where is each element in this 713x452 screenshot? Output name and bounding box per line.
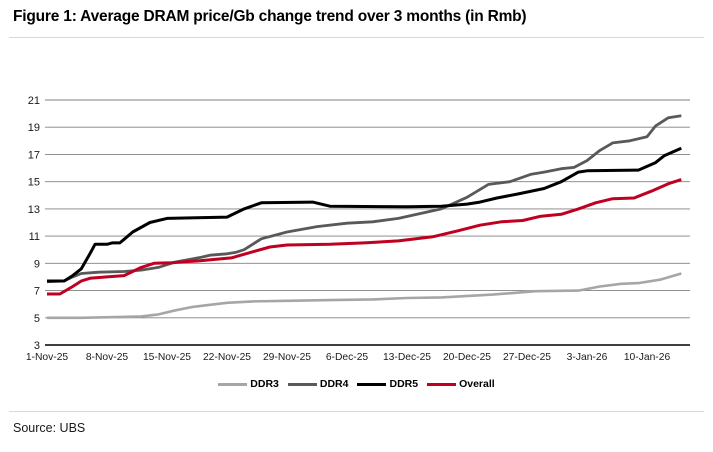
legend-item-ddr4: DDR4	[287, 378, 349, 390]
x-tick-label: 20-Dec-25	[443, 352, 491, 363]
series-line-ddr5	[47, 146, 682, 283]
series-line-ddr3	[47, 272, 682, 320]
source-divider	[9, 411, 704, 412]
legend-swatch-overall	[427, 382, 457, 386]
chart-canvas: 3 5 7 9 11 13 15 17 19 21 1-Nov-25 8-Nov-25 15-Nov-2…	[26, 95, 690, 363]
x-tick-label: 8-Nov-25	[86, 352, 129, 363]
source-text: Source: UBS	[13, 421, 86, 435]
y-tick-label: 15	[28, 177, 40, 189]
legend-item-ddr5: DDR5	[357, 378, 418, 390]
title-divider	[9, 37, 704, 38]
legend-label-ddr3: DDR3	[250, 378, 279, 390]
y-tick-label: 5	[34, 313, 40, 325]
y-tick-label: 21	[28, 95, 40, 107]
series-line-overall	[47, 178, 682, 296]
x-tick-label: 6-Dec-25	[326, 352, 369, 363]
y-tick-label: 9	[34, 258, 40, 270]
legend-label-overall: Overall	[459, 378, 495, 390]
x-tick-label: 27-Dec-25	[503, 352, 551, 363]
y-tick-label: 19	[28, 122, 40, 134]
legend-swatch-ddr5	[357, 382, 387, 386]
x-tick-label: 3-Jan-26	[567, 352, 608, 363]
x-tick-label: 13-Dec-25	[383, 352, 431, 363]
x-tick-label: 29-Nov-25	[263, 352, 311, 363]
x-tick-label: 10-Jan-26	[624, 352, 671, 363]
y-tick-label: 17	[28, 149, 40, 161]
legend-item-ddr3: DDR3	[218, 378, 279, 390]
x-tick-label: 1-Nov-25	[26, 352, 69, 363]
legend-item-overall: Overall	[427, 378, 495, 390]
figure-title: Figure 1: Average DRAM price/Gb change t…	[13, 8, 527, 25]
y-tick-label: 11	[29, 231, 40, 243]
chart-legend: DDR3 DDR4 DDR5 Overall	[0, 378, 713, 390]
y-tick-label: 7	[34, 286, 40, 298]
series-line-ddr4	[46, 114, 682, 284]
y-tick-label: 3	[34, 340, 40, 352]
legend-swatch-ddr3	[218, 382, 248, 386]
x-tick-label: 22-Nov-25	[203, 352, 251, 363]
y-tick-label: 13	[28, 204, 40, 216]
legend-label-ddr5: DDR5	[389, 378, 419, 390]
legend-label-ddr4: DDR4	[319, 378, 349, 390]
legend-swatch-ddr4	[287, 382, 317, 386]
x-tick-label: 15-Nov-25	[143, 352, 191, 363]
